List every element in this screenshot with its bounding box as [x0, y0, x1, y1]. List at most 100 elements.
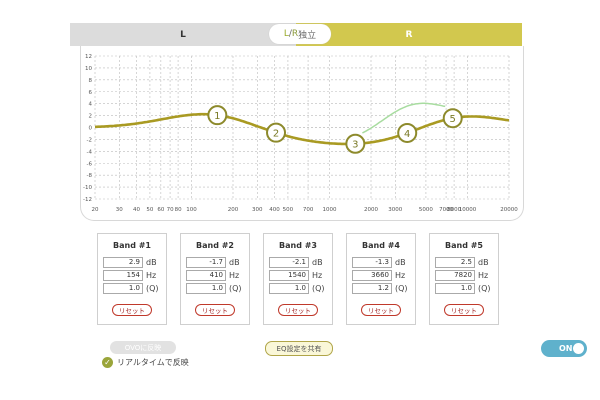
- q-input[interactable]: 1.0: [186, 283, 226, 294]
- band-marker[interactable]: [442, 108, 463, 129]
- band-title: Band #3: [279, 241, 317, 250]
- band-marker-label: 5: [450, 114, 456, 125]
- q-row: 1.0 (Q): [186, 283, 242, 294]
- band-title: Band #4: [362, 241, 400, 250]
- freq-unit: Hz: [478, 271, 489, 280]
- reset-button[interactable]: リセット: [444, 304, 484, 316]
- freq-row: 154 Hz: [103, 270, 156, 281]
- eq-on-toggle[interactable]: ON: [541, 340, 587, 357]
- q-row: 1.0 (Q): [269, 283, 325, 294]
- band-marker[interactable]: [345, 133, 366, 154]
- x-tick-label: 100: [186, 207, 197, 213]
- x-tick-label: 70: [167, 207, 174, 213]
- gain-row: 2.5 dB: [435, 257, 489, 268]
- y-tick-label: 0: [89, 126, 93, 132]
- q-input[interactable]: 1.0: [435, 283, 475, 294]
- gain-row: -2.1 dB: [269, 257, 323, 268]
- y-tick-label: -10: [83, 185, 92, 191]
- y-tick-label: 12: [85, 54, 92, 60]
- gain-row: 2.9 dB: [103, 257, 157, 268]
- independent-suffix: 独立: [298, 30, 317, 41]
- eq-curve: [94, 112, 510, 146]
- y-tick-label: 10: [85, 66, 92, 72]
- tab-left[interactable]: L: [70, 23, 296, 46]
- eq-graph-panel: 12 10 8 6 4 2 0 -2 -4 -6 -8 -10 -12 20 30 40 50 60 70 80 100…: [80, 46, 524, 221]
- q-input[interactable]: 1.0: [269, 283, 309, 294]
- gain-input[interactable]: -1.7: [186, 257, 226, 268]
- x-tick-label: 10000: [459, 207, 477, 213]
- gain-input[interactable]: -1.3: [352, 257, 392, 268]
- x-tick-label: 700: [303, 207, 314, 213]
- band-marker[interactable]: [397, 122, 418, 143]
- gain-unit: dB: [312, 258, 323, 267]
- toggle-knob[interactable]: [573, 343, 584, 354]
- y-tick-label: 8: [89, 78, 93, 84]
- x-tick-label: 40: [133, 207, 140, 213]
- band-panel: Band #3 -2.1 dB 1540 Hz 1.0 (Q) リセット: [263, 233, 333, 325]
- x-tick-label: 1000: [322, 207, 336, 213]
- freq-row: 1540 Hz: [269, 270, 322, 281]
- x-tick-label: 2000: [364, 207, 378, 213]
- tab-right[interactable]: R: [296, 23, 522, 46]
- x-tick-label: 400: [269, 207, 280, 213]
- tab-right-label: R: [405, 29, 413, 40]
- gain-unit: dB: [478, 258, 489, 267]
- independent-slash: /: [288, 29, 292, 39]
- band-marker-label: 1: [214, 111, 220, 122]
- q-row: 1.2 (Q): [352, 283, 408, 294]
- reset-button[interactable]: リセット: [195, 304, 235, 316]
- channel-tabs: L R: [70, 23, 522, 46]
- x-tick-label: 80: [175, 207, 182, 213]
- gain-unit: dB: [229, 258, 240, 267]
- band-marker[interactable]: [266, 122, 287, 143]
- q-row: 1.0 (Q): [103, 283, 159, 294]
- share-eq-label: EQ設定を共有: [276, 344, 322, 353]
- realtime-checkbox[interactable]: ✓: [102, 357, 113, 368]
- x-tick-label: 8000: [447, 207, 461, 213]
- x-tick-label: 300: [252, 207, 263, 213]
- freq-unit: Hz: [312, 271, 323, 280]
- gain-input[interactable]: 2.9: [103, 257, 143, 268]
- q-input[interactable]: 1.0: [103, 283, 143, 294]
- freq-input[interactable]: 410: [186, 270, 226, 281]
- q-unit: (Q): [478, 284, 491, 293]
- x-tick-label: 7000: [439, 207, 453, 213]
- tab-left-label: L: [180, 29, 186, 40]
- apply-to-ovo-button[interactable]: OVOに反映: [110, 341, 176, 354]
- q-input[interactable]: 1.2: [352, 283, 392, 294]
- y-tick-label: 2: [89, 114, 93, 120]
- y-tick-label: -4: [87, 149, 93, 155]
- y-tick-label: 6: [89, 90, 93, 96]
- lr-independent-toggle[interactable]: L / R 独立: [269, 24, 331, 44]
- freq-row: 410 Hz: [186, 270, 239, 281]
- gain-input[interactable]: -2.1: [269, 257, 309, 268]
- x-tick-label: 200: [228, 207, 239, 213]
- x-tick-label: 20000: [500, 207, 518, 213]
- freq-input[interactable]: 1540: [269, 270, 309, 281]
- band-title: Band #2: [196, 241, 234, 250]
- gain-row: -1.3 dB: [352, 257, 406, 268]
- reset-button[interactable]: リセット: [361, 304, 401, 316]
- realtime-option[interactable]: ✓ リアルタイムで反映: [102, 357, 189, 368]
- band-panel: Band #2 -1.7 dB 410 Hz 1.0 (Q) リセット: [180, 233, 250, 325]
- freq-input[interactable]: 3660: [352, 270, 392, 281]
- x-tick-label: 50: [146, 207, 153, 213]
- q-row: 1.0 (Q): [435, 283, 491, 294]
- x-tick-label: 20: [92, 207, 99, 213]
- band-title: Band #1: [113, 241, 151, 250]
- share-eq-button[interactable]: EQ設定を共有: [265, 341, 333, 356]
- freq-unit: Hz: [229, 271, 240, 280]
- freq-input[interactable]: 7820: [435, 270, 475, 281]
- apply-to-ovo-label: OVOに反映: [124, 343, 162, 352]
- band-marker[interactable]: [207, 105, 228, 126]
- reset-button[interactable]: リセット: [112, 304, 152, 316]
- freq-input[interactable]: 154: [103, 270, 143, 281]
- gain-input[interactable]: 2.5: [435, 257, 475, 268]
- q-unit: (Q): [229, 284, 242, 293]
- reset-button[interactable]: リセット: [278, 304, 318, 316]
- band-panel: Band #1 2.9 dB 154 Hz 1.0 (Q) リセット: [97, 233, 167, 325]
- independent-r: R: [291, 29, 299, 39]
- y-tick-label: -12: [83, 197, 92, 203]
- x-tick-label: 5000: [419, 207, 433, 213]
